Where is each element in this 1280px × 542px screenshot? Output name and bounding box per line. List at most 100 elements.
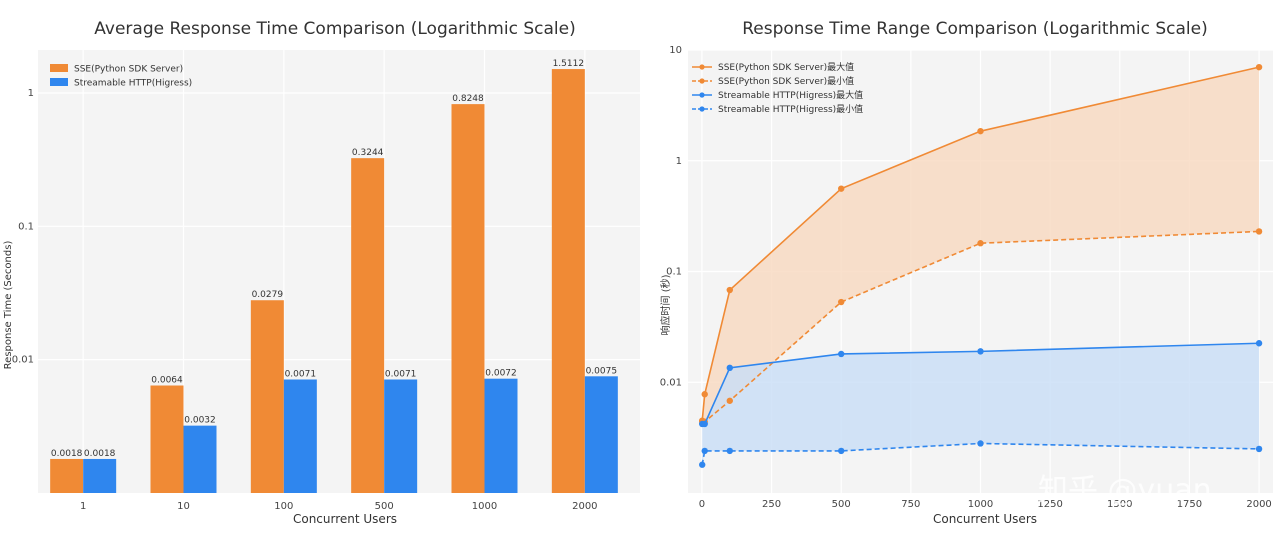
line-chart-range-fills: [702, 67, 1260, 465]
line-chart-x-tick-label: 1250: [1037, 499, 1062, 510]
streamable-http-max-point: [977, 348, 984, 355]
streamable-http-min-point: [977, 440, 984, 447]
bar-chart-legend-label: Streamable HTTP(Higress): [74, 79, 192, 89]
bar-chart-x-axis-label: Concurrent Users: [293, 512, 397, 526]
streamable-http-min-point: [838, 447, 845, 455]
bar-chart-legend-swatch: [50, 64, 68, 72]
line-chart-x-tick-label: 1000: [968, 499, 993, 510]
bar-data-label: 0.0279: [252, 290, 284, 300]
bar-data-label: 0.0018: [51, 449, 83, 459]
line-chart-y-tick-label: 1: [676, 156, 682, 167]
line-chart-y-tick-label: 0.1: [666, 267, 682, 278]
line-chart-y-tick-label: 10: [669, 45, 682, 56]
bar-chart-y-axis-label: Response Time (Seconds): [3, 241, 14, 370]
line-chart-legend-label: SSE(Python SDK Server)最大值: [718, 61, 854, 73]
sse-max-line: [701, 66, 1260, 421]
sse-min-point: [726, 397, 733, 404]
bar-data-label: 0.0075: [586, 366, 618, 376]
bar-chart-legend-swatch: [50, 78, 68, 86]
bar-streamable-http-500: [384, 379, 418, 493]
bar-chart-y-tick-label: 1: [28, 88, 34, 99]
line-chart-y-tick-label: 0.01: [660, 377, 682, 388]
line-chart-x-tick-label: 2000: [1246, 499, 1271, 510]
sse-max-point: [1255, 63, 1263, 71]
streamable-http-min-point: [701, 447, 708, 455]
line-chart-x-tick-label: 500: [832, 499, 851, 510]
line-chart-x-tick-label: 750: [901, 499, 920, 510]
line-chart-legend: SSE(Python SDK Server)最大值 SSE(Python SDK …: [692, 61, 863, 115]
line-chart-title: Response Time Range Comparison (Logarith…: [742, 19, 1208, 39]
line-chart-x-axis-label: Concurrent Users: [933, 512, 1037, 526]
bar-chart-x-tick-label: 1: [80, 501, 86, 512]
bar-data-label: 0.8248: [452, 94, 484, 104]
bar-data-label: 0.0032: [184, 416, 216, 426]
bar-sse-1000: [451, 104, 485, 493]
line-chart-y-axis-label: 响应时间 (秒): [659, 274, 672, 335]
bar-chart-x-tick-label: 10: [177, 501, 190, 512]
streamable-http-min-point: [726, 447, 733, 455]
watermark-text: 知乎 @yuan: [1038, 473, 1212, 508]
bar-sse-2000: [551, 69, 585, 493]
sse-max-point: [838, 185, 845, 192]
bar-data-label: 0.0018: [84, 449, 116, 459]
streamable-http-max-point: [1255, 340, 1263, 347]
bar-chart-x-tick-label: 100: [274, 501, 293, 512]
bar-chart-title: Average Response Time Comparison (Logari…: [94, 19, 575, 39]
sse-min-point: [1255, 228, 1263, 235]
line-chart-response-time-range: Response Time Range Comparison (Logarith…: [659, 19, 1273, 526]
bar-sse-1: [50, 458, 84, 493]
bar-chart-x-tick-label: 500: [375, 501, 394, 512]
bar-chart-x-tick-label: 2000: [572, 501, 597, 512]
line-chart-x-tick-label: 250: [762, 499, 781, 510]
streamable-http-max-point: [838, 350, 845, 358]
bar-chart-legend: SSE(Python SDK Server) Streamable HTTP(Hi…: [50, 64, 192, 89]
bar-chart-y-tick-label: 0.01: [12, 355, 34, 366]
bar-streamable-http-1: [83, 458, 117, 493]
line-chart-x-tick-label: 0: [699, 499, 705, 510]
line-chart-legend-marker: [699, 92, 705, 98]
bar-data-label: 0.0064: [151, 376, 183, 386]
bar-chart-y-tick-label: 0.1: [18, 221, 34, 232]
sse-max-point: [977, 127, 984, 135]
streamable-http-max-point: [726, 364, 733, 372]
line-chart-legend-label: SSE(Python SDK Server)最小值: [718, 75, 854, 87]
line-chart-legend-label: Streamable HTTP(Higress)最小值: [718, 103, 863, 115]
bar-chart-legend-label: SSE(Python SDK Server): [74, 65, 183, 75]
bar-chart-average-response-time: Average Response Time Comparison (Logari…: [3, 19, 640, 526]
line-chart-legend-marker: [699, 106, 705, 112]
bar-sse-500: [351, 158, 385, 493]
sse-min-point: [977, 240, 984, 247]
bar-sse-10: [150, 385, 184, 493]
bar-chart-x-ticks: 1 10 100 500 1000 2000: [80, 501, 598, 512]
sse-min-point: [838, 298, 845, 306]
streamable-http-min-point: [1255, 445, 1263, 453]
line-chart-x-ticks: 0 250 500 750 1000 1250 1500 1750 2000: [699, 499, 1272, 510]
bar-data-label: 0.0071: [385, 369, 417, 379]
bar-streamable-http-2000: [584, 376, 618, 493]
bar-data-label: 1.5112: [553, 59, 585, 69]
bar-streamable-http-100: [283, 379, 317, 493]
bar-sse-100: [250, 300, 284, 493]
line-chart-legend-label: Streamable HTTP(Higress)最大值: [718, 89, 863, 101]
bar-chart-plot-area: [38, 50, 640, 493]
bar-data-label: 0.3244: [352, 148, 384, 158]
line-chart-legend-marker: [699, 78, 705, 84]
line-chart-series: [699, 63, 1263, 468]
bar-chart-y-ticks: 0.01 0.1 1: [12, 88, 34, 366]
sse-max-point: [726, 286, 733, 294]
line-chart-legend-marker: [699, 64, 705, 70]
bar-streamable-http-1000: [484, 378, 518, 493]
bar-streamable-http-10: [183, 425, 217, 493]
line-chart-x-tick-label: 1500: [1107, 499, 1132, 510]
sse-max-point: [701, 391, 708, 398]
line-chart-y-ticks: 0.01 0.1 1 10: [660, 45, 682, 388]
line-chart-x-tick-label: 1750: [1177, 499, 1202, 510]
streamable-http-min-point: [699, 461, 706, 468]
bar-chart-bars: 0.0018 0.0018 0.0064 0.0032 0.0279 0.0071 0.32…: [50, 59, 618, 493]
bar-data-label: 0.0071: [285, 369, 317, 379]
sse-range-fill: [702, 67, 1260, 422]
bar-chart-x-tick-label: 1000: [472, 501, 497, 512]
bar-data-label: 0.0072: [485, 369, 517, 379]
streamable-http-range-fill: [702, 343, 1260, 465]
